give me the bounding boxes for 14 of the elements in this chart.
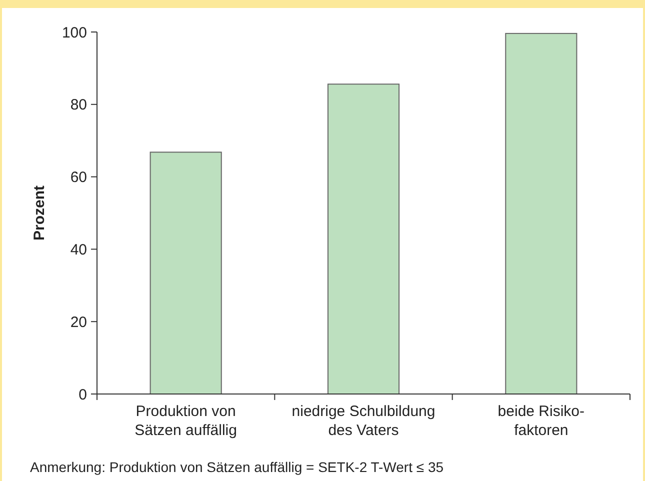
y-tick-label: 0 (78, 386, 87, 404)
y-tick-label: 40 (70, 241, 87, 258)
y-tick-label: 20 (70, 314, 87, 331)
y-axis-title: Prozent (31, 185, 48, 241)
y-tick-label: 60 (70, 169, 87, 186)
x-tick-label: beide Risiko- faktoren (498, 403, 585, 439)
bar (327, 84, 400, 394)
x-tick-label: niedrige Schulbildung des Vaters (292, 403, 436, 439)
bar (505, 32, 578, 394)
y-tick-label: 80 (70, 96, 87, 114)
y-tick-label: 100 (62, 24, 87, 42)
x-tick-label: Produktion von Sätzen auffällig (134, 403, 237, 439)
bar (150, 152, 222, 394)
text: Anmerkung: Produktion von Sätzen auffällig = SETK-2 T-Wert ≤ 35 (30, 459, 444, 475)
